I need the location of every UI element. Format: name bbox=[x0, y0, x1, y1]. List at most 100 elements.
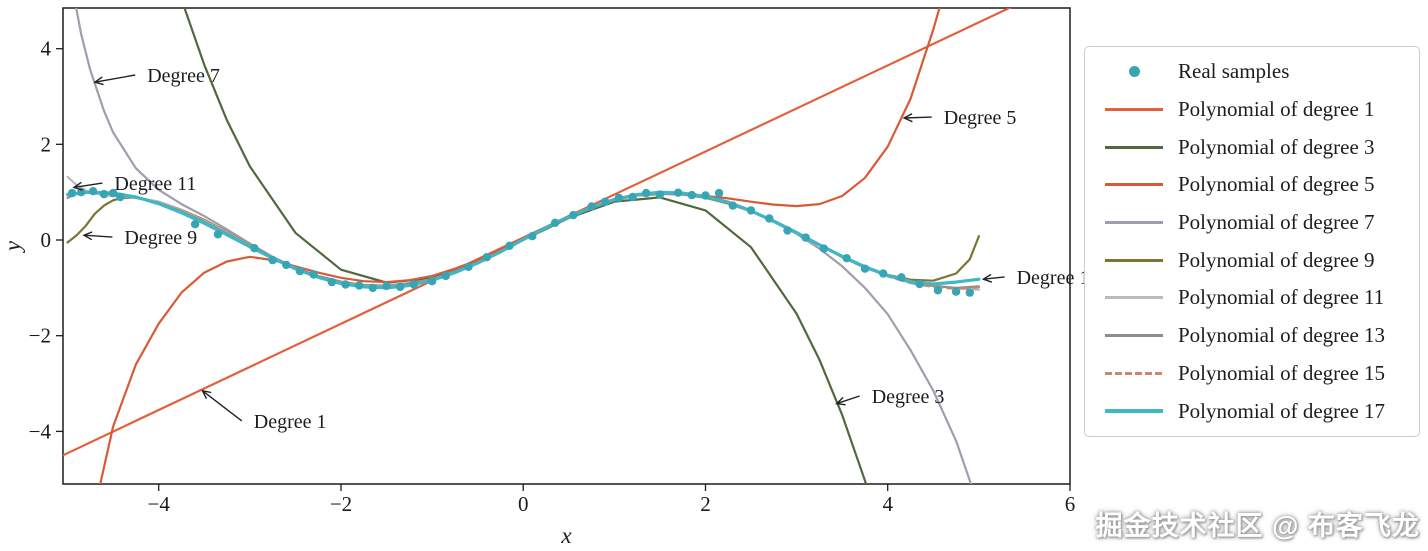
legend-item: Real samples bbox=[1085, 59, 1419, 84]
legend-label: Polynomial of degree 7 bbox=[1178, 210, 1375, 235]
line-swatch bbox=[1105, 183, 1163, 187]
x-tick-label: 6 bbox=[1065, 492, 1076, 516]
annotation-label: Degree 9 bbox=[124, 227, 197, 249]
sample-point bbox=[341, 280, 350, 289]
line-swatch bbox=[1105, 371, 1163, 375]
sample-point bbox=[99, 189, 109, 199]
line-swatch bbox=[1105, 108, 1163, 112]
annotation-label: Degree 5 bbox=[944, 107, 1017, 129]
sample-point bbox=[687, 190, 696, 200]
annotation-degree-7: Degree 7 bbox=[93, 65, 220, 87]
series-line-degree-5 bbox=[99, 8, 941, 484]
sample-point bbox=[396, 282, 405, 292]
annotation-degree-5: Degree 5 bbox=[902, 107, 1017, 129]
sample-point bbox=[933, 286, 943, 295]
sample-point bbox=[213, 230, 223, 239]
sample-dot-swatch bbox=[1128, 66, 1140, 78]
legend-label: Polynomial of degree 5 bbox=[1178, 172, 1375, 197]
legend-item: Polynomial of degree 15 bbox=[1085, 361, 1419, 386]
sample-point bbox=[879, 269, 888, 278]
sample-point bbox=[587, 202, 596, 211]
sample-point bbox=[842, 254, 851, 263]
sample-point bbox=[673, 188, 683, 197]
x-tick-label: −2 bbox=[330, 492, 352, 516]
legend-line-icon bbox=[1105, 221, 1163, 225]
legend-line-icon bbox=[1105, 258, 1163, 262]
sample-point bbox=[951, 287, 961, 296]
sample-point bbox=[282, 260, 291, 270]
sample-point bbox=[427, 277, 437, 286]
legend-line-icon bbox=[1105, 334, 1163, 338]
legend-line-icon bbox=[1105, 183, 1163, 187]
legend-label: Polynomial of degree 3 bbox=[1178, 134, 1375, 159]
annotation-label: Degree 7 bbox=[147, 65, 220, 87]
annotation-label: Degree 1 bbox=[254, 411, 327, 433]
legend-item: Polynomial of degree 3 bbox=[1085, 135, 1419, 160]
legend-item: Polynomial of degree 17 bbox=[1085, 399, 1419, 424]
sample-point bbox=[765, 214, 774, 223]
annotation-label: Degree 11 bbox=[114, 173, 196, 195]
sample-point bbox=[250, 244, 259, 253]
sample-point bbox=[819, 244, 829, 253]
legend-line-icon bbox=[1105, 296, 1163, 300]
sample-point bbox=[67, 188, 77, 198]
annotation-label: Degree 17 bbox=[1017, 267, 1100, 289]
watermark: 掘金技术社区 @ 布客飞龙 bbox=[1095, 511, 1420, 541]
y-tick-label: −4 bbox=[29, 419, 52, 443]
sample-point bbox=[701, 191, 710, 200]
legend-item: Polynomial of degree 7 bbox=[1085, 210, 1419, 235]
legend-line-icon bbox=[1105, 371, 1163, 375]
x-axis-label: x bbox=[560, 523, 572, 548]
sample-point bbox=[108, 188, 118, 198]
y-tick-label: −2 bbox=[29, 324, 51, 348]
x-tick-label: 4 bbox=[882, 492, 893, 516]
legend-marker-icon bbox=[1105, 66, 1163, 78]
sample-point bbox=[915, 279, 924, 289]
sample-point bbox=[746, 206, 756, 215]
sample-point bbox=[88, 187, 98, 196]
line-swatch bbox=[1105, 221, 1163, 225]
legend-item: Polynomial of degree 11 bbox=[1085, 285, 1419, 310]
legend-label: Polynomial of degree 11 bbox=[1178, 285, 1385, 310]
legend-line-icon bbox=[1105, 145, 1163, 149]
y-axis-label: y bbox=[0, 240, 25, 253]
legend-label: Polynomial of degree 15 bbox=[1178, 360, 1386, 385]
sample-point bbox=[528, 232, 537, 241]
line-swatch bbox=[1105, 334, 1163, 338]
legend-line-icon bbox=[1105, 409, 1163, 414]
legend: Real samples Polynomial of degree 1 Polyno… bbox=[1084, 46, 1420, 437]
sample-point bbox=[965, 288, 974, 297]
sample-point bbox=[309, 270, 318, 279]
line-swatch bbox=[1105, 409, 1163, 414]
sample-point bbox=[714, 188, 724, 198]
y-tick-label: 2 bbox=[41, 132, 52, 156]
scatter-real-samples bbox=[67, 187, 974, 297]
annotation-degree-11: Degree 11 bbox=[72, 173, 196, 195]
sample-point bbox=[382, 281, 391, 291]
sample-point bbox=[505, 241, 514, 250]
legend-item: Polynomial of degree 9 bbox=[1085, 248, 1419, 273]
sample-point bbox=[728, 201, 737, 210]
legend-item: Polynomial of degree 1 bbox=[1085, 97, 1419, 122]
sample-point bbox=[327, 277, 336, 287]
legend-label: Polynomial of degree 13 bbox=[1178, 323, 1386, 348]
annotation-degree-3: Degree 3 bbox=[835, 386, 945, 408]
annotation-label: Degree 3 bbox=[872, 386, 945, 408]
sample-point bbox=[77, 188, 86, 197]
sample-point bbox=[368, 283, 377, 293]
sample-point bbox=[642, 188, 651, 198]
annotation-degree-9: Degree 9 bbox=[82, 227, 197, 249]
sample-point bbox=[801, 233, 810, 242]
sample-point bbox=[614, 193, 624, 203]
sample-point bbox=[628, 192, 637, 202]
annotation-degree-17: Degree 17 bbox=[981, 267, 1100, 289]
sample-point bbox=[482, 253, 491, 262]
sample-point bbox=[355, 281, 364, 290]
x-tick-label: 2 bbox=[700, 492, 711, 516]
line-swatch bbox=[1105, 258, 1163, 262]
sample-point bbox=[295, 266, 305, 276]
x-tick-label: −4 bbox=[148, 492, 171, 516]
plot-spines bbox=[62, 7, 1071, 485]
